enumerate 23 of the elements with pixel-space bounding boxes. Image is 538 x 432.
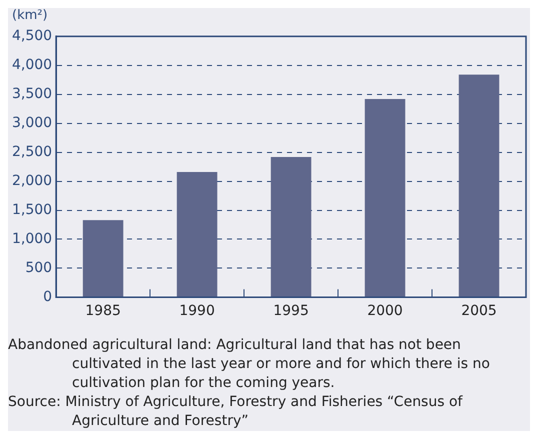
bar [82,220,124,297]
x-tick-label: 2000 [367,303,403,320]
bar [364,98,406,297]
y-tick-label: 1,500 [12,202,52,218]
y-tick-label: 3,000 [12,114,52,131]
x-tick-label: 2005 [461,303,497,320]
y-tick-label: 4,000 [12,57,52,74]
y-tick-label: 3,500 [12,86,52,102]
text: Abandoned agricultural land: Agricultural land that has not been cultivated in the last year or more and for which there is no cultivation plan for the coming years. [8,336,491,393]
source-note: Source: Ministry of Agriculture, Forestry and Fisheries “Census of Agriculture and Forestry” [8,393,464,431]
x-tick-label: 1990 [179,303,215,320]
x-tick-label: 1995 [273,303,309,320]
bar [458,74,500,297]
y-tick-label: 2,500 [12,144,52,160]
x-tick-label: 1985 [85,303,121,320]
y-tick-label: 500 [25,260,52,276]
bar [270,156,312,297]
y-tick-label: 2,000 [12,172,52,189]
bar [176,172,218,297]
y-axis-title: (km²) [11,8,49,24]
y-tick-label: 4,500 [12,28,52,44]
y-tick-label: 1,000 [12,230,52,247]
y-tick-label: 0 [43,288,52,305]
